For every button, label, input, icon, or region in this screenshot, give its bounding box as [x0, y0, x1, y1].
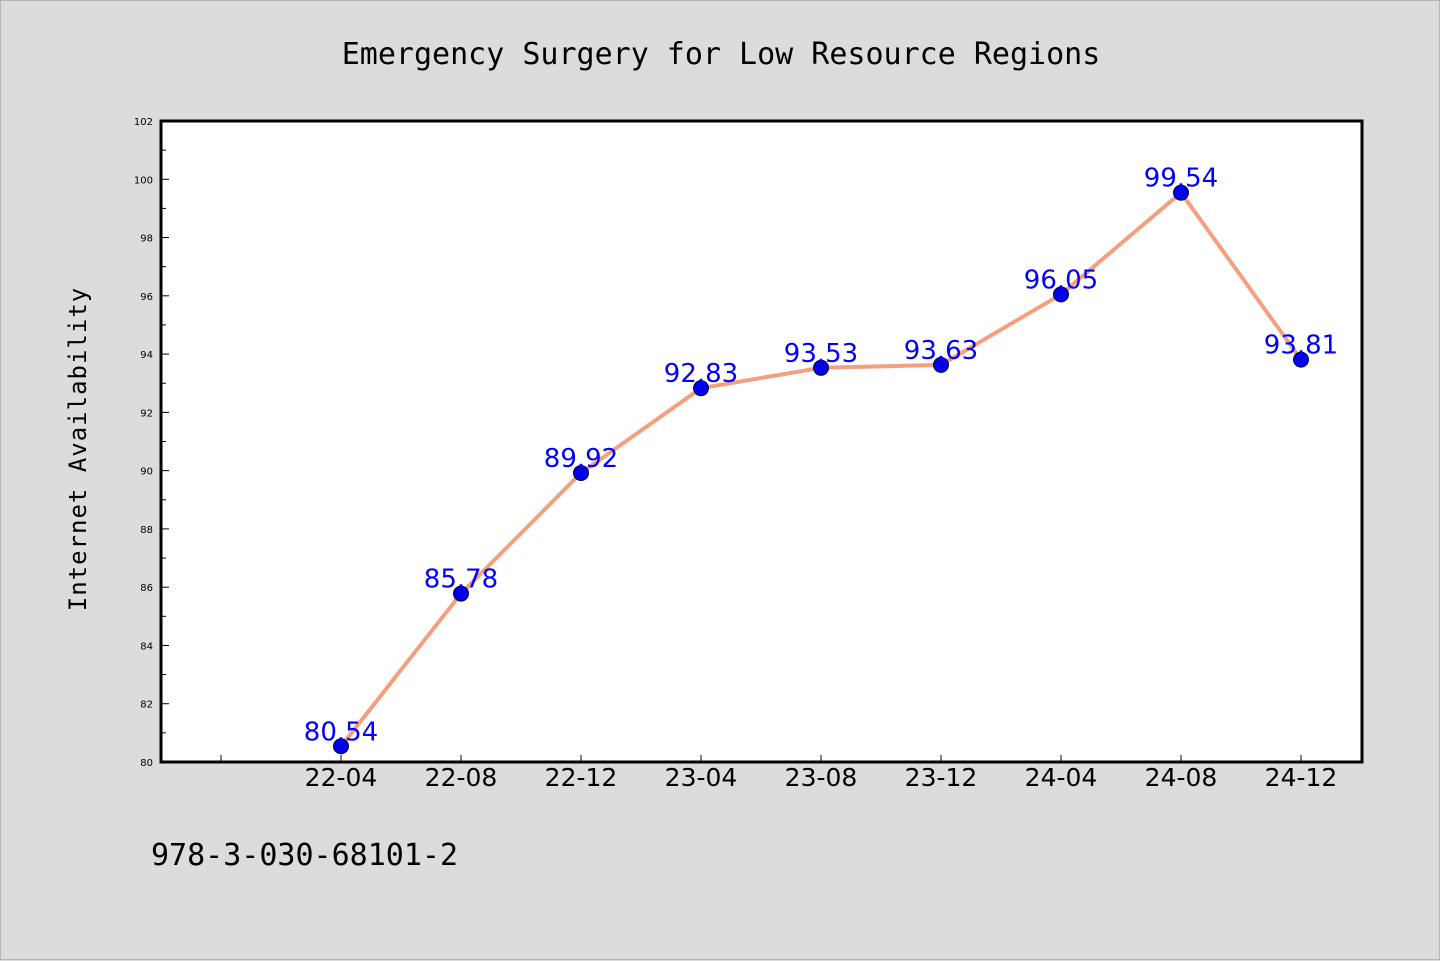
x-tick-label: 23-04 — [665, 763, 738, 792]
data-point — [1293, 351, 1309, 368]
y-tick-label: 94 — [140, 350, 153, 361]
data-point — [453, 585, 469, 602]
chart-title: Emergency Surgery for Low Resource Regio… — [342, 37, 1101, 72]
data-label: 93.53 — [784, 339, 858, 369]
data-labels: 80.54 85.78 89.92 92.83 93.53 93.63 96.05 99.54… — [304, 164, 1338, 748]
x-tick-label: 22-04 — [305, 763, 378, 792]
data-point — [573, 464, 589, 481]
x-tick-label: 22-08 — [425, 763, 498, 792]
y-axis: 80 82 84 86 88 90 92 94 96 98 100 102 — [134, 117, 169, 769]
data-point — [813, 359, 829, 376]
data-label: 89.92 — [544, 444, 618, 474]
data-label: 96.05 — [1024, 265, 1098, 295]
x-tick-label: 23-08 — [785, 763, 858, 792]
isbn-text: 978-3-030-68101-2 — [151, 838, 458, 873]
y-tick-label: 92 — [140, 408, 153, 419]
y-tick-label: 84 — [140, 641, 153, 652]
data-label: 99.54 — [1144, 164, 1218, 194]
y-tick-label: 90 — [140, 467, 153, 478]
y-tick-label: 86 — [140, 583, 153, 594]
data-point — [933, 356, 949, 373]
y-tick-label: 98 — [140, 234, 153, 245]
y-tick-label: 100 — [134, 175, 153, 186]
series-markers — [333, 184, 1309, 755]
data-point — [1173, 184, 1189, 201]
x-tick-label: 23-12 — [905, 763, 978, 792]
y-axis-label: Internet Availability — [64, 287, 92, 611]
y-tick-label: 80 — [140, 758, 153, 769]
x-axis: 22-04 22-08 22-12 23-04 23-08 23-12 24-04 24-08… — [220, 755, 1338, 792]
data-point — [333, 738, 349, 755]
x-tick-label: 24-08 — [1145, 763, 1218, 792]
data-label: 93.81 — [1264, 331, 1338, 361]
data-label: 93.63 — [904, 336, 978, 366]
y-tick-label: 82 — [140, 700, 153, 711]
y-tick-label: 96 — [140, 292, 153, 303]
data-point — [1053, 286, 1069, 303]
data-point — [693, 380, 709, 397]
data-label: 80.54 — [304, 717, 378, 747]
x-tick-label: 22-12 — [545, 763, 618, 792]
y-tick-label: 88 — [140, 525, 153, 536]
data-label: 92.83 — [664, 359, 738, 389]
plot-area — [159, 119, 1364, 764]
x-tick-label: 24-12 — [1265, 763, 1338, 792]
data-label: 85.78 — [424, 565, 498, 595]
y-tick-label: 102 — [134, 117, 153, 128]
x-tick-label: 24-04 — [1025, 763, 1098, 792]
